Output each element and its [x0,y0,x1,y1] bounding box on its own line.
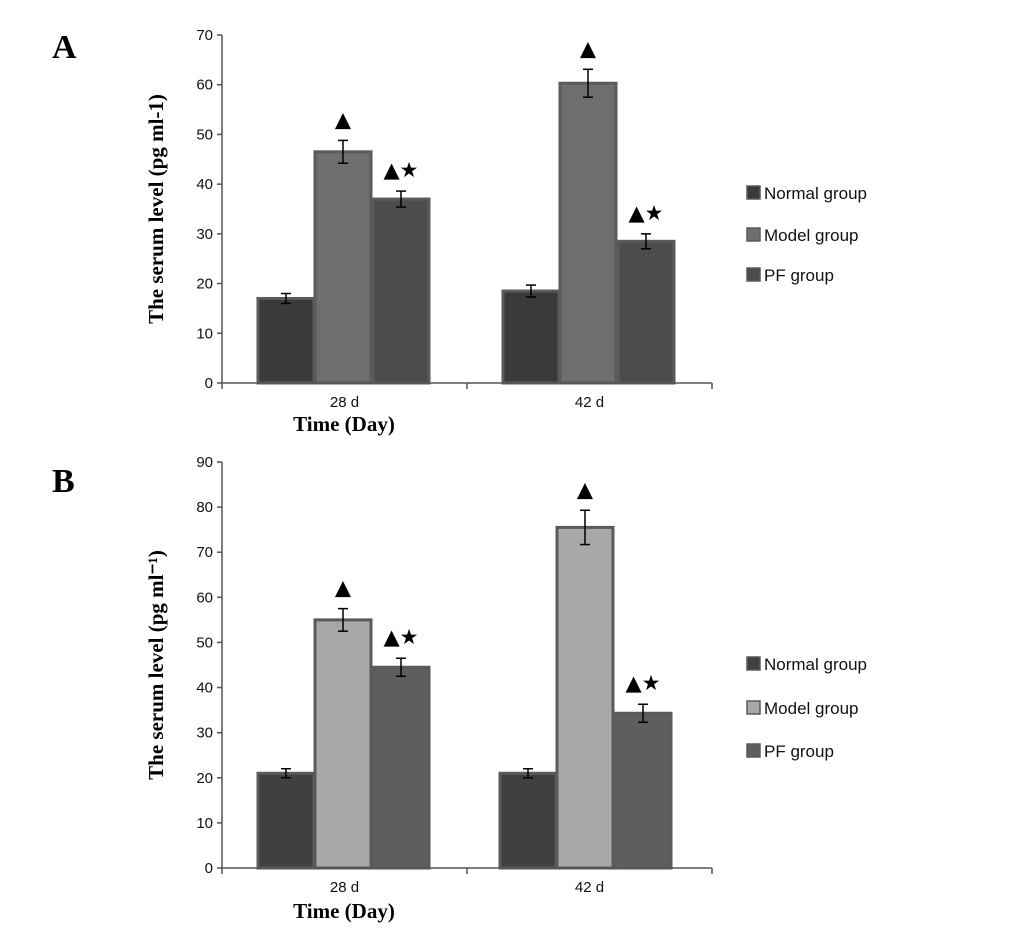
y-tick-label-b-30: 30 [196,725,213,742]
y-tick-label-b-80: 80 [196,499,213,516]
legend-swatch-b-2 [746,743,761,758]
legend-label-b-1: Model group [764,699,859,718]
y-tick-label-b-40: 40 [196,680,213,697]
x-tick-label-a-1: 42 d [575,394,604,411]
bar-a-s2-c0 [371,197,431,385]
legend-label-a-2: PF group [764,266,834,285]
bar-a-s0-c0 [256,296,316,385]
y-tick-label-a-70: 70 [196,27,213,44]
y-axis-a: 0 10 20 30 40 50 60 70 [196,27,223,392]
y-tick-label-a-40: 40 [196,176,213,193]
y-tick-label-a-60: 60 [196,77,213,94]
legend-swatch-a-0 [746,185,761,200]
bar-b-s2-c0 [371,665,431,870]
bar-a-s0-c1 [501,289,561,385]
significance-marker-a-s2-c1: ▲★ [629,201,664,225]
legend-label-a-0: Normal group [764,184,867,203]
legend-swatch-b-1 [746,700,761,715]
significance-marker-b-s1-c0: ▲ [335,576,352,600]
x-axis-title-b: Time (Day) [293,899,395,923]
legend-b: Normal group Model group PF group [746,655,867,761]
bar-b-s0-c1 [498,771,558,870]
legend-label-b-2: PF group [764,742,834,761]
bar-b-s2-c1 [613,711,673,870]
bar-b-s0-c0 [256,771,316,870]
legend-swatch-a-1 [746,227,761,242]
legend-swatch-b-0 [746,656,761,671]
significance-marker-a-s1-c0: ▲ [335,107,352,131]
panel-label-b: B [52,463,75,500]
significance-marker-b-s1-c1: ▲ [577,477,594,501]
y-tick-label-b-0: 0 [205,860,213,877]
y-tick-label-b-70: 70 [196,544,213,561]
panel-a: A ▲ ▲ ▲★ ▲★ 0 10 20 30 40 50 60 70 28 d 42 d Time (… [52,27,867,436]
y-tick-label-a-20: 20 [196,276,213,293]
bar-a-s1-c0 [313,150,373,385]
significance-marker-b-s2-c1: ▲★ [626,671,661,695]
panel-label-a: A [52,29,77,66]
legend-swatch-a-2 [746,267,761,282]
bar-b-s1-c0 [313,618,373,870]
x-axis-title-a: Time (Day) [293,412,395,436]
y-tick-label-b-60: 60 [196,589,213,606]
significance-marker-b-s2-c0: ▲★ [384,625,419,649]
significance-marker-a-s1-c1: ▲ [580,36,597,60]
bar-a-s2-c1 [616,239,676,385]
bar-group-a: ▲ ▲ ▲★ ▲★ [256,36,676,385]
bar-b-s1-c1 [555,525,615,870]
y-tick-label-b-50: 50 [196,634,213,651]
y-tick-label-a-30: 30 [196,226,213,243]
legend-label-a-1: Model group [764,226,859,245]
legend-a: Normal group Model group PF group [746,184,867,285]
bar-group-b: ▲ ▲ ▲★ ▲★ [256,477,673,870]
y-axis-title-a: The serum level (pg ml-1) [144,94,168,324]
y-axis-title-b: The serum level (pg ml⁻¹) [144,550,168,780]
x-axis-a: 28 d 42 d [221,382,713,411]
y-tick-label-a-0: 0 [205,375,213,392]
y-tick-label-b-90: 90 [196,454,213,471]
y-axis-b: 0 10 20 30 40 50 60 70 80 90 [196,454,223,877]
y-tick-label-b-10: 10 [196,815,213,832]
x-tick-label-b-0: 28 d [330,879,359,896]
x-tick-label-b-1: 42 d [575,879,604,896]
significance-marker-a-s2-c0: ▲★ [384,158,419,182]
bar-a-s1-c1 [558,81,618,385]
y-tick-label-a-50: 50 [196,126,213,143]
x-tick-label-a-0: 28 d [330,394,359,411]
panel-b: B ▲ ▲ ▲★ ▲★ 0 10 20 30 40 50 60 70 80 90 28 d 42 d Ti… [52,454,867,923]
y-tick-label-a-10: 10 [196,325,213,342]
legend-label-b-0: Normal group [764,655,867,674]
x-axis-b: 28 d 42 d [221,867,713,896]
y-tick-label-b-20: 20 [196,770,213,787]
